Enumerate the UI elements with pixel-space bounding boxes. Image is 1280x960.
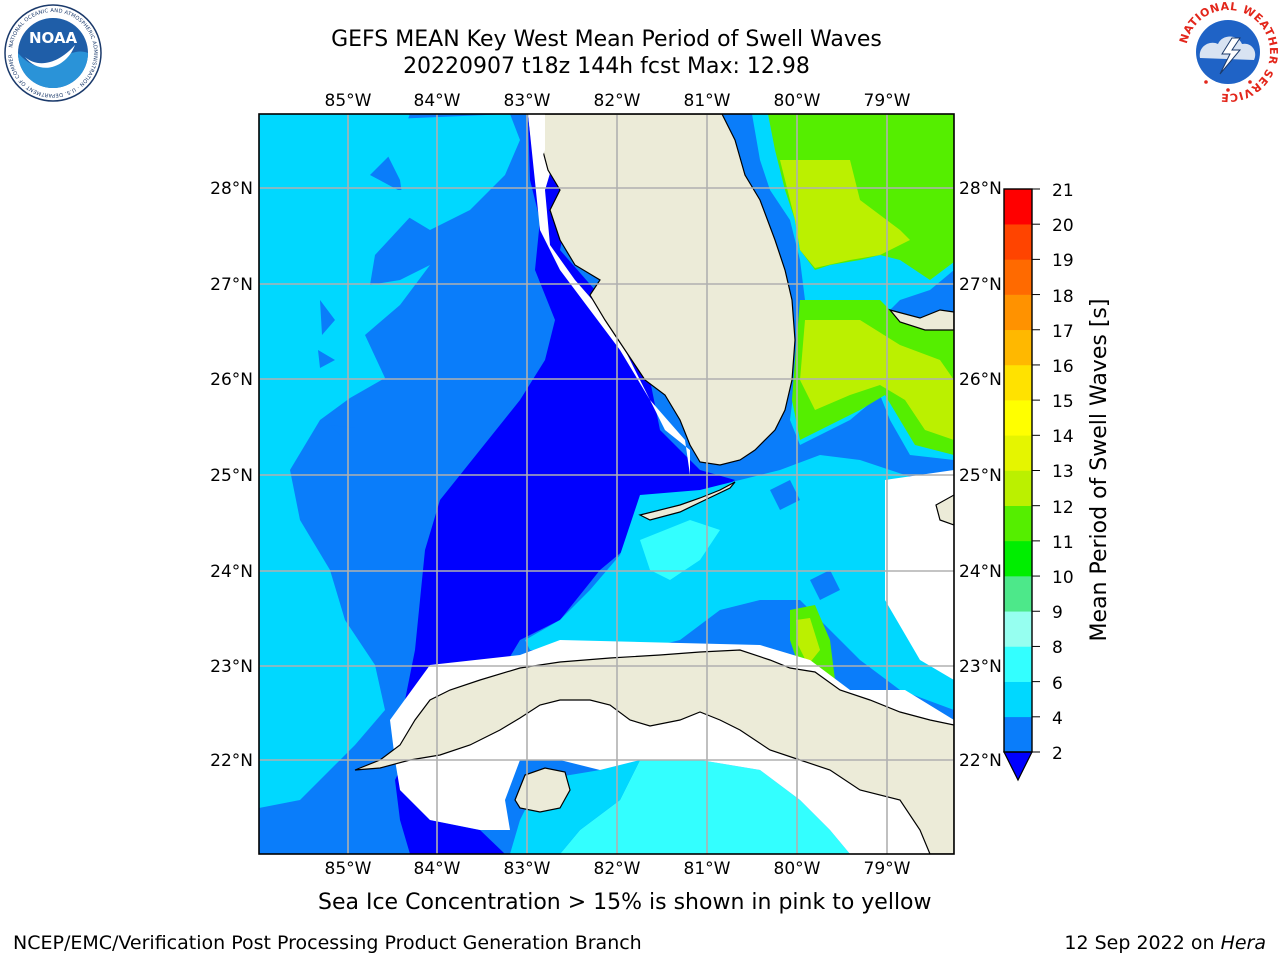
lat-labels-left: 28°N 27°N 26°N 25°N 24°N 23°N 22°N [210, 179, 253, 771]
swell-south-plume [560, 760, 850, 854]
lon-label: 84°W [414, 91, 461, 111]
lat-label: 25°N [959, 466, 1002, 486]
colorbar-tick-label: 10 [1052, 568, 1074, 588]
missing-data-bahamas [885, 470, 954, 680]
colorbar-tick-label: 2 [1052, 744, 1063, 764]
chart-subtitle: 20220907 t18z 144h fcst Max: 12.98 [403, 54, 810, 79]
colorbar-tick-label: 20 [1052, 216, 1074, 236]
colorbar-bin [1004, 716, 1032, 753]
colorbar: 21 20 19 18 17 16 15 14 13 12 11 10 9 8 … [1003, 181, 1112, 782]
lon-label: 82°W [594, 859, 641, 879]
sea-ice-note: Sea Ice Concentration > 15% is shown in … [318, 890, 932, 915]
lat-label: 26°N [959, 370, 1002, 390]
colorbar-bin [1004, 294, 1032, 331]
colorbar-tick-label: 11 [1052, 533, 1074, 553]
lon-label: 83°W [504, 859, 551, 879]
lon-label: 80°W [774, 91, 821, 111]
colorbar-tick-label: 6 [1052, 674, 1063, 694]
branch-credit: NCEP/EMC/Verification Post Processing Pr… [13, 932, 642, 954]
lon-label: 82°W [594, 91, 641, 111]
date-stamp: 12 Sep 2022 on Hera [1064, 932, 1266, 954]
lat-labels-right: 28°N 27°N 26°N 25°N 24°N 23°N 22°N [959, 179, 1002, 771]
lon-label: 85°W [325, 91, 372, 111]
colorbar-label: Mean Period of Swell Waves [s] [1087, 299, 1112, 642]
colorbar-bin [1004, 189, 1032, 225]
lat-label: 27°N [959, 275, 1002, 295]
lon-label: 79°W [864, 859, 911, 879]
colorbar-tick-label: 21 [1052, 181, 1074, 201]
noaa-logo-text: NOAA [29, 29, 78, 47]
lat-label: 24°N [210, 562, 253, 582]
colorbar-bin [1004, 259, 1032, 295]
colorbar-bin [1004, 576, 1032, 612]
chart-title: GEFS MEAN Key West Mean Period of Swell … [331, 27, 882, 52]
lon-label: 84°W [414, 859, 461, 879]
swell-low-tongue [395, 114, 735, 854]
colorbar-tick-label: 13 [1052, 462, 1074, 482]
swell-west-band [259, 114, 430, 808]
lat-label: 23°N [210, 657, 253, 677]
lon-labels-top: 85°W 84°W 83°W 82°W 81°W 80°W 79°W [325, 91, 911, 111]
colorbar-tick-label: 12 [1052, 498, 1074, 518]
colorbar-bin [1004, 611, 1032, 647]
host-name: Hera [1220, 932, 1266, 954]
map-field [259, 114, 954, 854]
colorbar-tick-label: 17 [1052, 322, 1074, 342]
colorbar-tick-label: 15 [1052, 392, 1074, 412]
colorbar-bin [1004, 364, 1032, 401]
swell-northwest-patch [370, 114, 520, 230]
colorbar-frame [1003, 188, 1033, 753]
colorbar-bin [1004, 224, 1032, 260]
colorbar-bin [1004, 470, 1032, 506]
lon-label: 81°W [684, 91, 731, 111]
colorbar-tick-label: 19 [1052, 251, 1074, 271]
nws-logo: NATIONAL WEATHER SERVICE [1177, 0, 1280, 104]
colorbar-tick-label: 18 [1052, 287, 1074, 307]
colorbar-tick-label: 4 [1052, 709, 1063, 729]
lat-label: 28°N [959, 179, 1002, 199]
lat-label: 23°N [959, 657, 1002, 677]
lat-label: 25°N [210, 466, 253, 486]
lon-label: 79°W [864, 91, 911, 111]
colorbar-tick-label: 9 [1052, 603, 1063, 623]
colorbar-bin [1004, 540, 1032, 577]
florida-landmass [527, 114, 796, 466]
colorbar-bin [1004, 646, 1032, 682]
colorbar-ticks: 21 20 19 18 17 16 15 14 13 12 11 10 9 8 … [1052, 181, 1074, 764]
colorbar-tick-label: 8 [1052, 638, 1063, 658]
lat-label: 26°N [210, 370, 253, 390]
lat-label: 22°N [959, 751, 1002, 771]
lon-label: 80°W [774, 859, 821, 879]
colorbar-under-arrow [1003, 751, 1033, 782]
colorbar-bin [1004, 505, 1032, 542]
bahamas-islands [888, 308, 954, 331]
date-text: 12 Sep 2022 on [1064, 932, 1221, 954]
cuba-landmass [354, 649, 954, 854]
colorbar-tick-label: 14 [1052, 427, 1074, 447]
lat-label: 22°N [210, 751, 253, 771]
colorbar-bin [1004, 329, 1032, 366]
colorbar-bin [1004, 400, 1032, 436]
lat-label: 24°N [959, 562, 1002, 582]
lon-labels-bottom: 85°W 84°W 83°W 82°W 81°W 80°W 79°W [325, 859, 911, 879]
colorbar-tick-label: 16 [1052, 357, 1074, 377]
map-gridlines [259, 114, 954, 854]
lon-label: 85°W [325, 859, 372, 879]
lon-label: 81°W [684, 859, 731, 879]
lon-label: 83°W [504, 91, 551, 111]
lat-label: 28°N [210, 179, 253, 199]
map-frame [258, 113, 955, 855]
colorbar-bin [1004, 435, 1032, 471]
colorbar-bin [1004, 681, 1032, 718]
noaa-logo: NATIONAL OCEANIC AND ATMOSPHERIC ADMINIS… [3, 3, 102, 102]
lat-label: 27°N [210, 275, 253, 295]
colorbar-bins [1004, 188, 1040, 753]
florida-keys [638, 481, 736, 521]
